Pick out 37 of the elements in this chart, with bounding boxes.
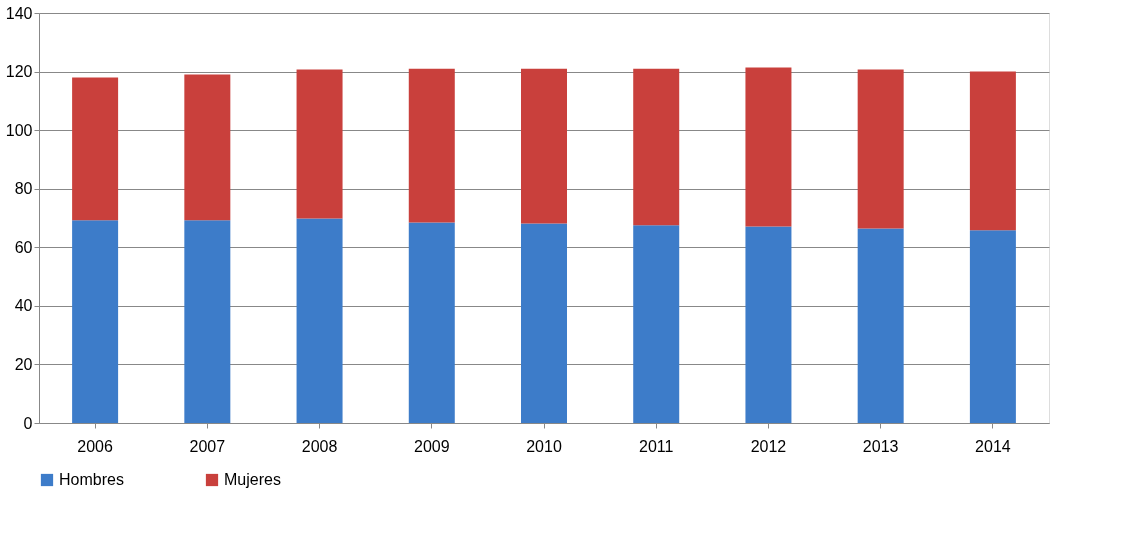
y-tick-label: 40	[14, 297, 33, 315]
bar	[857, 228, 904, 423]
y-tick-label: 20	[14, 355, 33, 373]
bar	[969, 71, 1016, 231]
y-tick-label: 100	[5, 121, 33, 139]
y-tick-label: 80	[14, 180, 33, 198]
x-tick-label: 2009	[413, 437, 450, 455]
x-tick-label: 2013	[862, 437, 899, 455]
bar	[72, 220, 119, 423]
x-tick-label: 2011	[639, 437, 674, 455]
bar	[745, 67, 792, 227]
bar	[408, 222, 455, 423]
bar	[633, 225, 680, 423]
bar	[521, 68, 567, 224]
bar	[408, 68, 455, 223]
bar	[745, 226, 792, 423]
bar	[969, 230, 1016, 423]
bar	[857, 69, 904, 229]
legend-label: Hombres	[59, 471, 124, 488]
y-tick-label: 60	[14, 238, 33, 256]
x-tick-label: 2012	[750, 437, 787, 455]
bar	[72, 77, 119, 221]
x-tick-label: 2006	[77, 437, 114, 455]
x-tick-label: 2014	[975, 437, 1011, 455]
bar	[184, 74, 231, 221]
x-tick-label: 2007	[189, 437, 226, 455]
y-tick-label: 120	[5, 63, 33, 81]
bar	[633, 68, 680, 226]
x-tick-label: 2010	[526, 437, 562, 455]
bar	[296, 69, 343, 219]
bar	[184, 220, 231, 423]
legend-label: Mujeres	[224, 471, 281, 488]
bar	[521, 223, 567, 423]
y-tick-label: 0	[23, 414, 33, 432]
y-tick-label: 140	[5, 4, 33, 22]
x-tick-label: 2008	[301, 437, 338, 455]
bar	[296, 218, 343, 423]
